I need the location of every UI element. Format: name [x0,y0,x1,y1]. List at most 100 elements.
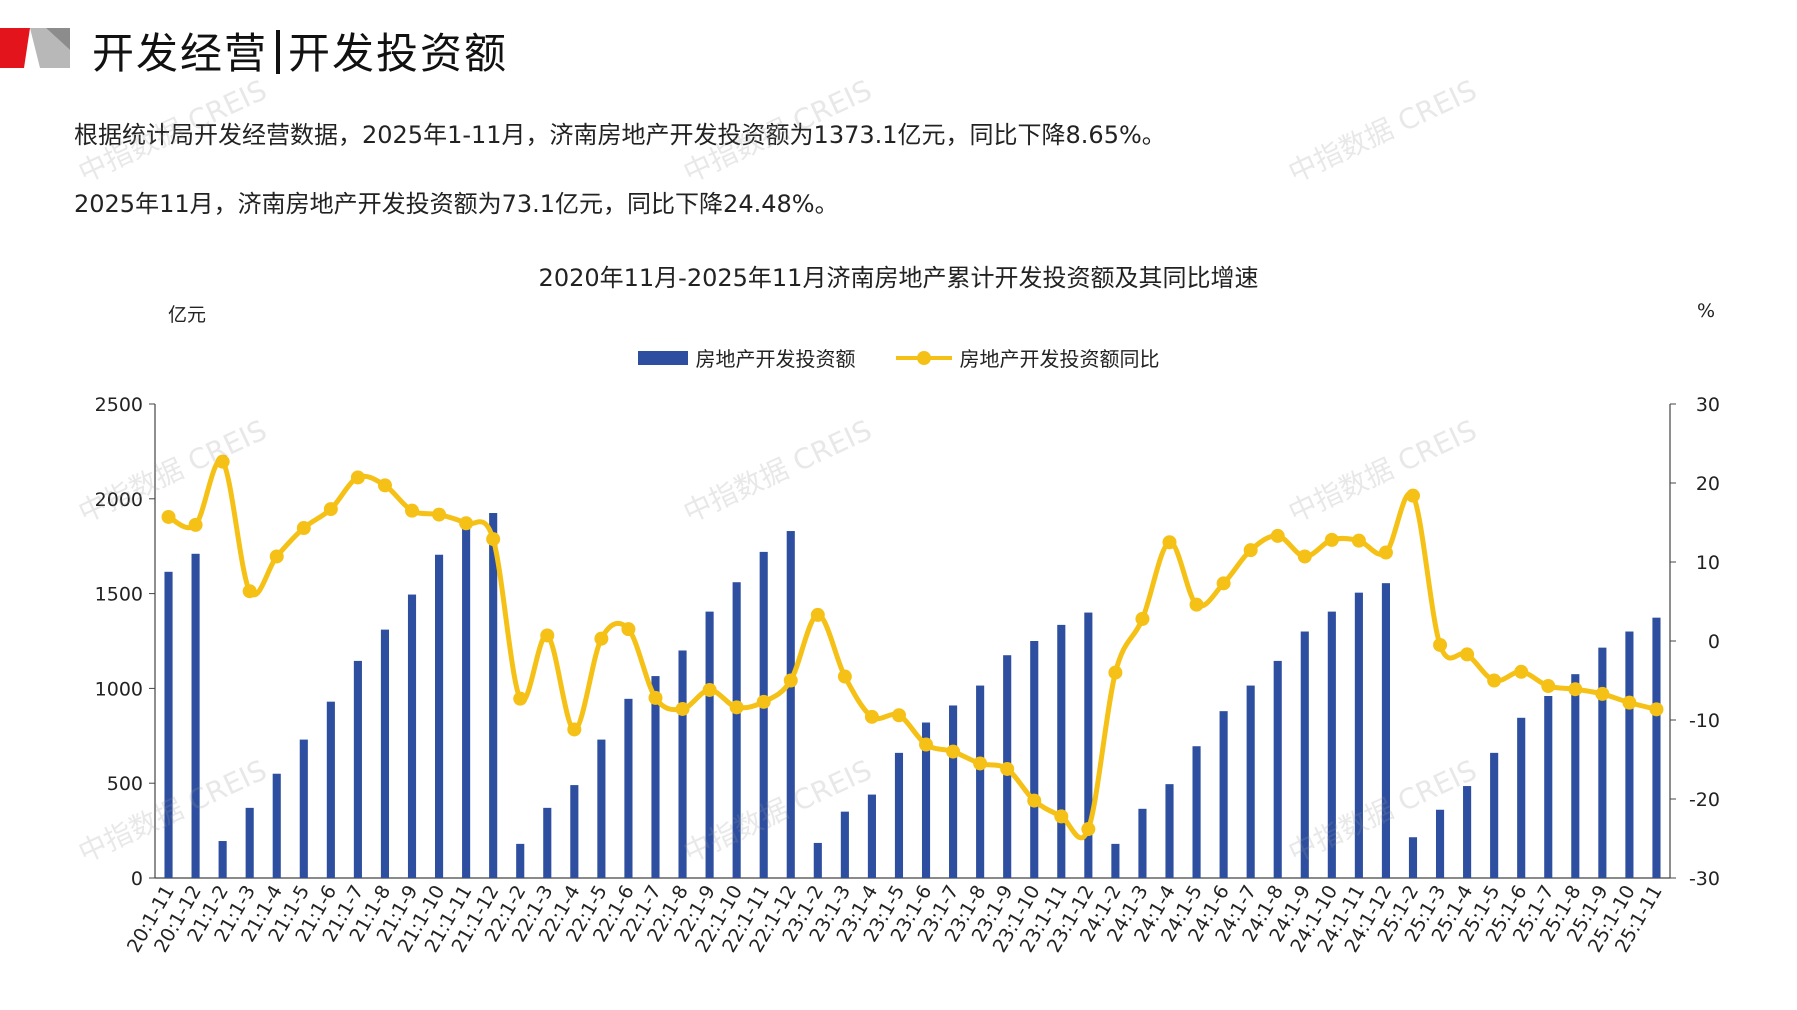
yoy-point [215,454,230,469]
yoy-point [1378,545,1393,560]
bar [1490,752,1499,878]
bar [164,571,173,878]
yoy-line [167,458,1658,841]
yoy-point [973,756,988,771]
yoy-point [1487,673,1502,688]
bar [894,752,904,878]
bar [570,785,579,878]
bar [1517,717,1526,878]
yoy-point [1108,665,1123,680]
left-tick-label: 1500 [95,584,143,606]
bar [732,582,741,878]
yoy-point [919,737,934,752]
bar [597,739,606,878]
yoy-point [405,503,420,518]
yoy-point [1568,682,1583,697]
yoy-point [1270,528,1285,543]
summary-paragraph-1: 根据统计局开发经营数据，2025年1-11月，济南房地产开发投资额为1373.1… [74,121,1166,149]
page-title-topic: 开发投资额 [288,29,509,78]
bar [976,685,985,878]
bar [1030,641,1039,878]
legend-item-line: 房地产开发投资额同比 [895,343,1160,372]
bar [380,629,390,878]
bar [1463,786,1472,878]
yoy-point [1027,793,1042,808]
left-tick-label: 2500 [95,394,143,416]
yoy-point [432,507,447,522]
bar [1246,685,1255,878]
bar [218,841,227,878]
bar [813,842,822,878]
bar [543,807,552,878]
bar [1435,809,1445,878]
bar [651,676,660,878]
bar [867,794,876,878]
yoy-point [296,521,311,536]
bar [1057,624,1066,878]
yoy-point [1297,549,1312,564]
bar [759,551,768,878]
yoy-point [486,532,501,547]
bar [705,611,714,878]
bar [1381,583,1390,878]
yoy-point [1433,637,1448,652]
bar [462,526,471,878]
yoy-point [377,478,392,493]
bar [1273,660,1282,878]
legend-line-swatch [895,350,952,365]
yoy-point [837,669,852,684]
bar [1219,711,1228,878]
yoy-point [1405,488,1420,503]
yoy-point [1460,647,1475,662]
page-title-section: 开发经营 [92,29,269,78]
right-tick-label: 0 [1708,631,1720,653]
legend-line-label: 房地产开发投资额同比 [959,347,1160,371]
left-axis-unit: 亿元 [168,304,207,326]
yoy-point [621,622,636,637]
yoy-point [1622,695,1637,710]
bar [1192,746,1201,878]
bar [1327,611,1336,878]
bar [1571,674,1580,878]
yoy-point [459,516,474,531]
chart-title: 2020年11月-2025年11月济南房地产累计开发投资额及其同比增速 [538,264,1259,292]
legend-item-bar: 房地产开发投资额 [637,343,856,372]
bar [1165,784,1174,878]
yoy-point [1162,535,1177,550]
yoy-point [1351,533,1366,548]
bar [1598,647,1607,878]
yoy-point [702,682,717,697]
yoy-point [513,691,528,706]
yoy-point [946,744,961,759]
bar [272,773,281,878]
yoy-point [1324,532,1339,547]
yoy-point [810,607,825,622]
left-tick-label: 1000 [95,678,143,700]
bar [1354,592,1363,878]
yoy-point [567,722,582,737]
bar [921,722,931,878]
yoy-point [1054,809,1069,824]
yoy-point [1595,686,1610,701]
right-tick-label: 10 [1696,552,1720,574]
yoy-point [891,708,906,723]
yoy-point [1000,761,1015,776]
right-tick-label: -10 [1689,710,1720,732]
yoy-point [540,628,555,643]
yoy-point [1514,664,1529,679]
bar [840,811,849,878]
bar [1408,837,1418,878]
right-tick-label: 30 [1696,394,1720,416]
chart-legend: 房地产开发投资额 房地产开发投资额同比 [0,343,1797,372]
yoy-point [269,549,284,564]
bar [353,660,362,878]
bar [435,554,444,878]
yoy-point [188,517,203,532]
bar [1544,695,1553,878]
yoy-point [648,690,663,705]
right-tick-label: -20 [1689,789,1720,811]
yoy-point [756,694,771,709]
yoy-point [1243,543,1258,558]
yoy-point [864,709,879,724]
